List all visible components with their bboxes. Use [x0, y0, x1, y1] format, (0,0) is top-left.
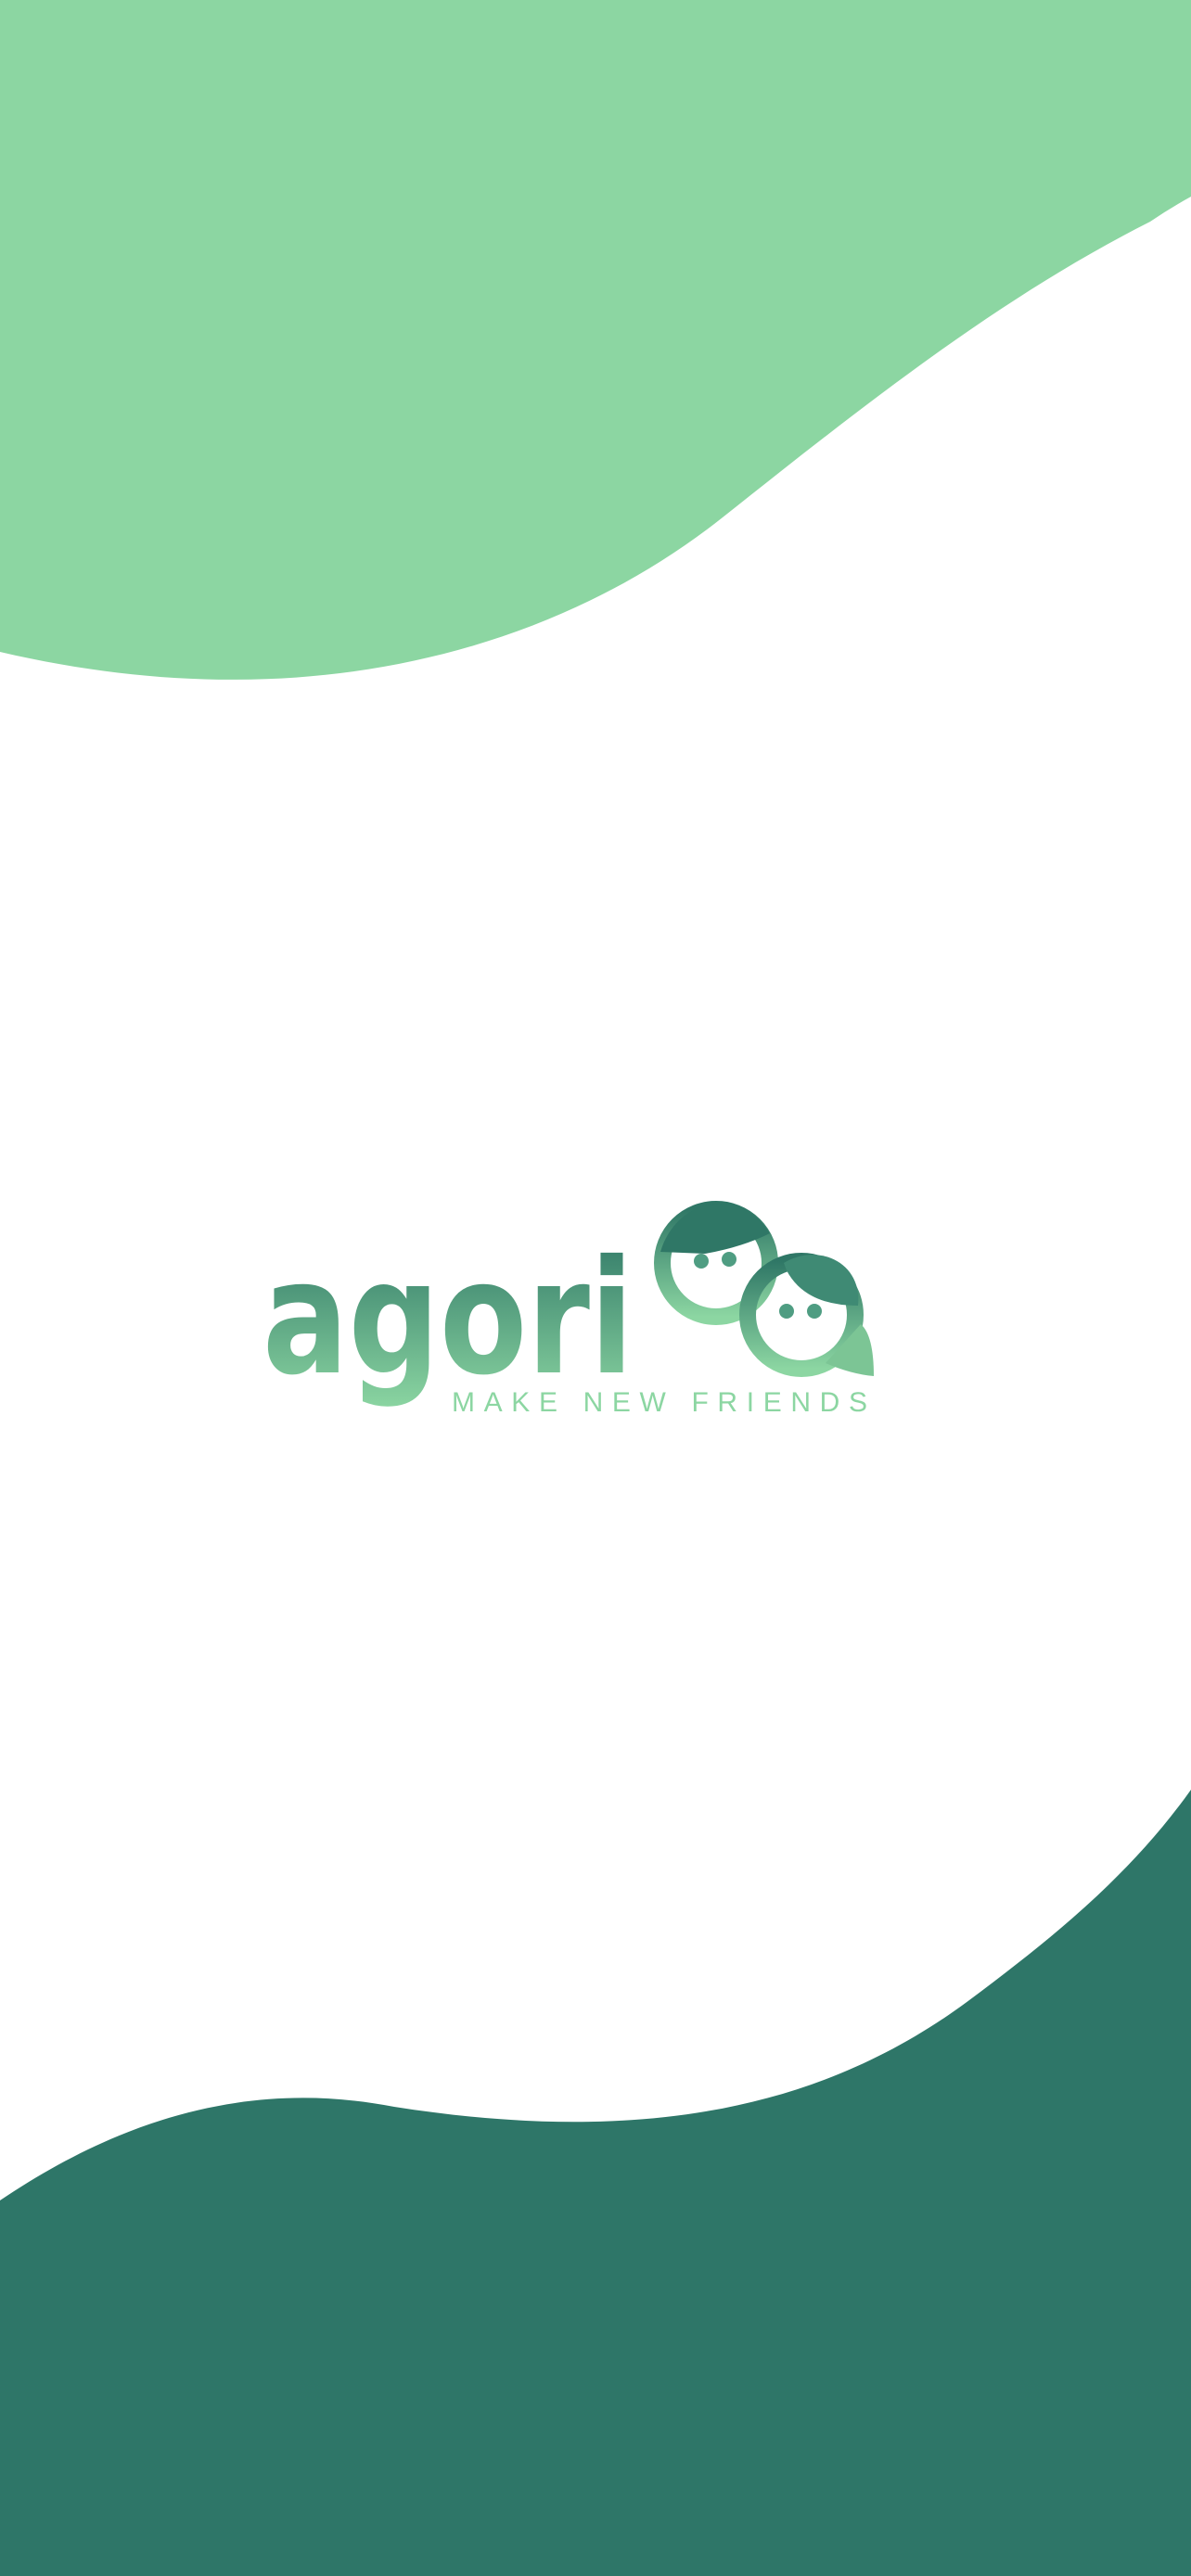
face-girl — [739, 1253, 874, 1377]
app-name: agori — [263, 1227, 634, 1410]
tagline: MAKE NEW FRIENDS — [452, 1387, 876, 1418]
bottom-wave — [0, 1790, 1191, 2576]
logo: agori MAKE NEW FRIENDS — [263, 1201, 876, 1418]
top-wave — [0, 0, 1191, 680]
